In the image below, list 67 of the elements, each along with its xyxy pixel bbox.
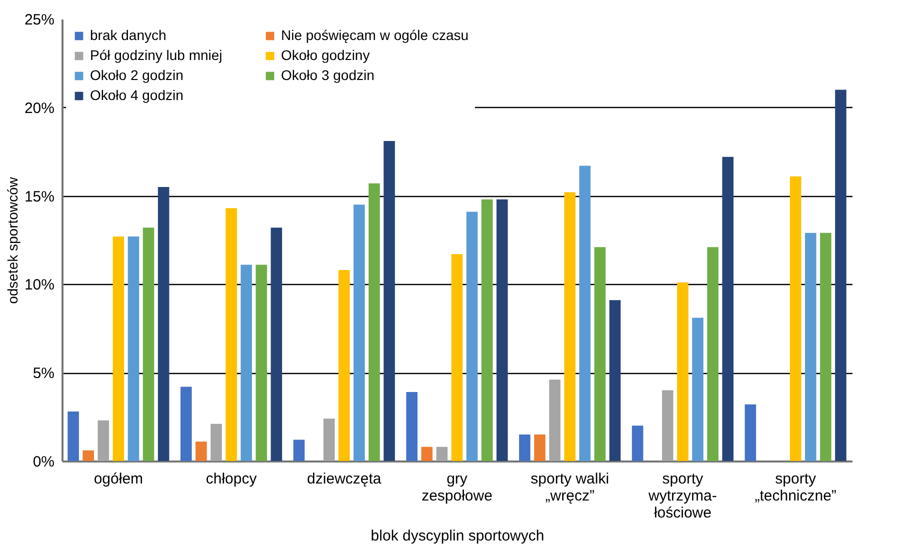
x-axis-title: blok dyscyplin sportowych <box>370 528 544 544</box>
x-tick-label: dziewczęta <box>307 470 382 488</box>
bar <box>338 270 350 461</box>
bar <box>790 176 802 461</box>
bar <box>256 264 268 461</box>
y-tick-label: 20% <box>24 100 54 117</box>
bar <box>270 228 282 461</box>
x-tick-label: chłopcy <box>206 470 258 488</box>
legend-label: brak danych <box>90 27 166 43</box>
bar <box>466 212 478 461</box>
x-tick-label: ogółem <box>94 470 144 488</box>
legend-label: Około godziny <box>281 47 370 63</box>
bar <box>196 442 207 461</box>
bar <box>744 404 756 461</box>
bar <box>323 418 335 461</box>
bar <box>534 434 546 461</box>
bar <box>112 236 124 461</box>
bar <box>609 300 621 461</box>
bar <box>662 390 674 461</box>
bar <box>594 247 606 461</box>
bar <box>835 90 846 461</box>
bar <box>579 166 591 461</box>
bar <box>158 186 170 461</box>
legend-label: Pół godziny lub mniej <box>90 47 222 63</box>
bar <box>384 140 395 461</box>
bar <box>406 392 418 461</box>
bar <box>722 156 734 461</box>
x-tick-label: sporty „techniczne” <box>754 470 836 504</box>
bar <box>820 232 832 461</box>
bar <box>519 434 530 461</box>
bar <box>98 420 110 461</box>
bar <box>804 232 816 461</box>
bar <box>421 446 433 461</box>
bar <box>180 386 192 461</box>
bar <box>68 411 79 461</box>
legend-label: Około 2 godzin <box>90 67 184 83</box>
bar <box>451 254 463 461</box>
y-tick-label: 5% <box>32 365 54 382</box>
y-tick-label: 0% <box>32 454 54 470</box>
bar <box>142 228 154 461</box>
bar <box>226 208 237 461</box>
bar <box>210 424 222 461</box>
bar <box>632 426 644 461</box>
bar <box>368 183 380 461</box>
bar <box>293 440 305 461</box>
y-tick-label: 15% <box>24 188 54 206</box>
legend-label: Około 4 godzin <box>90 87 184 103</box>
y-tick-label: 25% <box>24 12 54 28</box>
bar <box>128 236 140 461</box>
x-tick-label: sporty walki „wręcz” <box>530 470 610 504</box>
y-tick-label: 10% <box>24 276 54 294</box>
bar <box>481 199 493 461</box>
bar <box>496 199 508 461</box>
bar <box>677 282 688 461</box>
bar <box>549 380 560 461</box>
bar <box>240 264 252 461</box>
bar <box>82 450 94 461</box>
x-tick-label: sporty wytrzyma- łościowe <box>648 470 717 522</box>
bar <box>354 204 365 461</box>
x-tick-label: gry zespołowe <box>422 470 492 504</box>
bar <box>707 247 718 461</box>
bar <box>692 318 704 461</box>
bar <box>436 446 448 461</box>
y-axis-title: odsetek sportowców <box>4 176 20 304</box>
legend-label: Nie poświęcam w ogóle czasu <box>281 27 469 43</box>
bar <box>564 192 576 461</box>
legend-label: Około 3 godzin <box>281 67 374 83</box>
